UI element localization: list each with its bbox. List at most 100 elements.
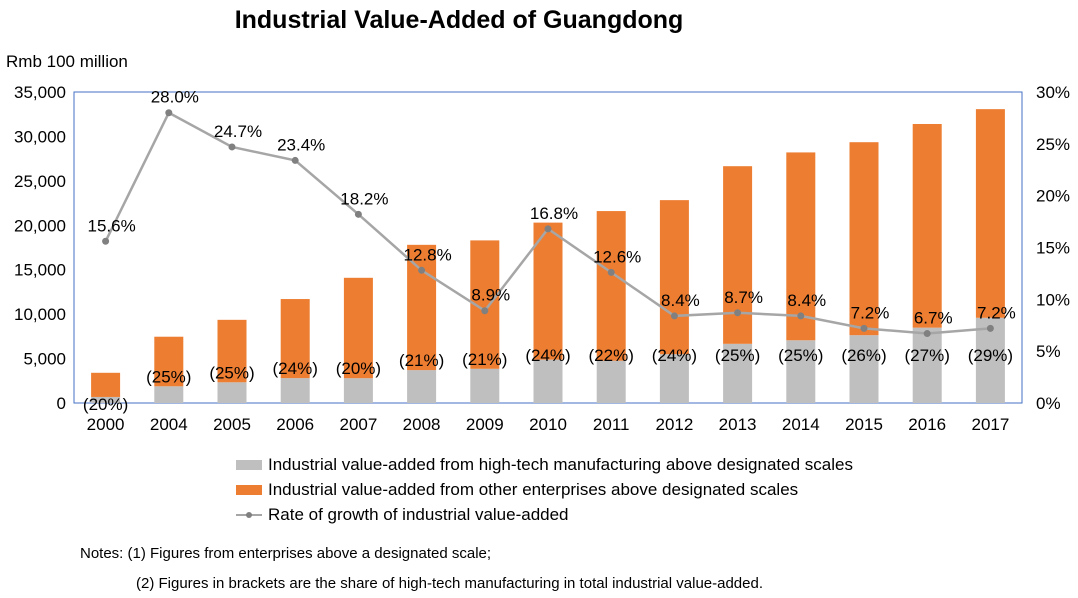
legend-label-high-tech: Industrial value-added from high-tech ma…: [268, 454, 853, 474]
x-tick-label: 2005: [213, 415, 251, 434]
bar-high-tech: [723, 343, 753, 403]
bar-high-tech: [596, 360, 626, 403]
growth-data-label: 7.2%: [977, 303, 1016, 322]
bar-other: [280, 299, 310, 379]
share-label: (24%): [525, 346, 570, 365]
note-line-2: (2) Figures in brackets are the share of…: [136, 575, 764, 592]
growth-marker: [481, 307, 489, 315]
chart-legend: Industrial value-added from high-tech ma…: [236, 452, 853, 527]
bar-high-tech: [217, 382, 247, 403]
legend-swatch-other: [236, 484, 262, 495]
growth-marker: [923, 330, 931, 338]
growth-marker: [607, 268, 615, 276]
bar-high-tech: [407, 370, 437, 403]
x-tick-label: 2013: [719, 415, 757, 434]
growth-marker: [734, 309, 742, 317]
x-tick-label: 2008: [403, 415, 441, 434]
bar-high-tech: [912, 327, 942, 403]
y2-tick-label: 0%: [1036, 394, 1061, 413]
growth-marker: [418, 266, 426, 274]
growth-data-label: 7.2%: [851, 303, 890, 322]
x-tick-label: 2017: [971, 415, 1009, 434]
legend-swatch-high-tech: [236, 459, 262, 470]
x-tick-label: 2000: [87, 415, 125, 434]
x-tick-label: 2009: [466, 415, 504, 434]
bar-high-tech: [280, 378, 310, 403]
share-label: (24%): [273, 359, 318, 378]
x-tick-label: 2015: [845, 415, 883, 434]
share-label: (25%): [778, 346, 823, 365]
bar-other: [343, 277, 373, 379]
x-tick-label: 2006: [276, 415, 314, 434]
share-label: (25%): [146, 367, 191, 386]
x-tick-label: 2011: [593, 415, 630, 434]
bar-other: [975, 109, 1005, 318]
bar-high-tech: [849, 335, 879, 403]
growth-data-label: 6.7%: [914, 309, 953, 328]
bar-high-tech: [470, 368, 500, 403]
growth-data-label: 8.7%: [724, 288, 763, 307]
x-tick-label: 2004: [150, 415, 188, 434]
growth-marker: [354, 210, 362, 218]
x-tick-label: 2016: [908, 415, 946, 434]
growth-data-label: 23.4%: [277, 135, 325, 154]
bar-other: [217, 319, 247, 383]
bar-other: [533, 222, 563, 360]
bar-other: [154, 336, 184, 387]
y-tick-label: 5,000: [23, 350, 66, 369]
growth-marker: [165, 109, 173, 117]
bar-other: [912, 123, 942, 328]
share-label: (20%): [83, 395, 128, 414]
y2-tick-label: 30%: [1036, 83, 1070, 102]
share-label: (21%): [399, 351, 444, 370]
bar-other: [723, 166, 753, 344]
bar-high-tech: [659, 354, 689, 403]
y-tick-label: 10,000: [14, 305, 66, 324]
y2-tick-label: 15%: [1036, 239, 1070, 258]
share-label: (26%): [841, 346, 886, 365]
bar-other: [659, 200, 689, 355]
x-tick-label: 2007: [339, 415, 377, 434]
note-line-1: Notes: (1) Figures from enterprises abov…: [80, 545, 492, 562]
legend-item-other: Industrial value-added from other enterp…: [236, 477, 853, 502]
x-tick-label: 2010: [529, 415, 567, 434]
growth-data-label: 28.0%: [151, 88, 199, 107]
growth-data-label: 8.9%: [471, 286, 510, 305]
growth-data-label: 12.6%: [593, 247, 641, 266]
bar-high-tech: [533, 359, 563, 403]
y2-tick-label: 10%: [1036, 290, 1070, 309]
share-label: (25%): [715, 346, 760, 365]
growth-marker: [986, 324, 994, 332]
growth-data-label: 24.7%: [214, 122, 262, 141]
y-tick-label: 25,000: [14, 172, 66, 191]
growth-data-label: 8.4%: [787, 291, 826, 310]
bar-other: [596, 211, 626, 361]
growth-marker: [797, 312, 805, 320]
bar-other: [849, 142, 879, 336]
share-label: (27%): [905, 346, 950, 365]
growth-data-label: 8.4%: [661, 291, 700, 310]
growth-data-label: 15.6%: [87, 216, 135, 235]
growth-marker: [860, 324, 868, 332]
bar-other: [786, 152, 816, 341]
bar-other: [407, 244, 437, 371]
x-tick-label: 2012: [655, 415, 693, 434]
y-tick-label: 0: [57, 394, 66, 413]
y2-tick-label: 25%: [1036, 135, 1070, 154]
y-axis-unit-label: Rmb 100 million: [6, 52, 128, 71]
share-label: (25%): [209, 363, 254, 382]
y-tick-label: 30,000: [14, 127, 66, 146]
growth-data-label: 16.8%: [530, 204, 578, 223]
legend-label-other: Industrial value-added from other enterp…: [268, 479, 799, 499]
bar-high-tech: [154, 386, 184, 403]
growth-marker: [670, 312, 678, 320]
bar-high-tech: [786, 340, 816, 403]
y-tick-label: 15,000: [14, 261, 66, 280]
legend-label-growth: Rate of growth of industrial value-added: [268, 504, 569, 524]
y2-tick-label: 20%: [1036, 187, 1070, 206]
chart-title: Industrial Value-Added of Guangdong: [234, 6, 684, 34]
growth-marker: [102, 237, 110, 245]
y-tick-label: 35,000: [14, 83, 66, 102]
share-label: (22%): [589, 346, 634, 365]
